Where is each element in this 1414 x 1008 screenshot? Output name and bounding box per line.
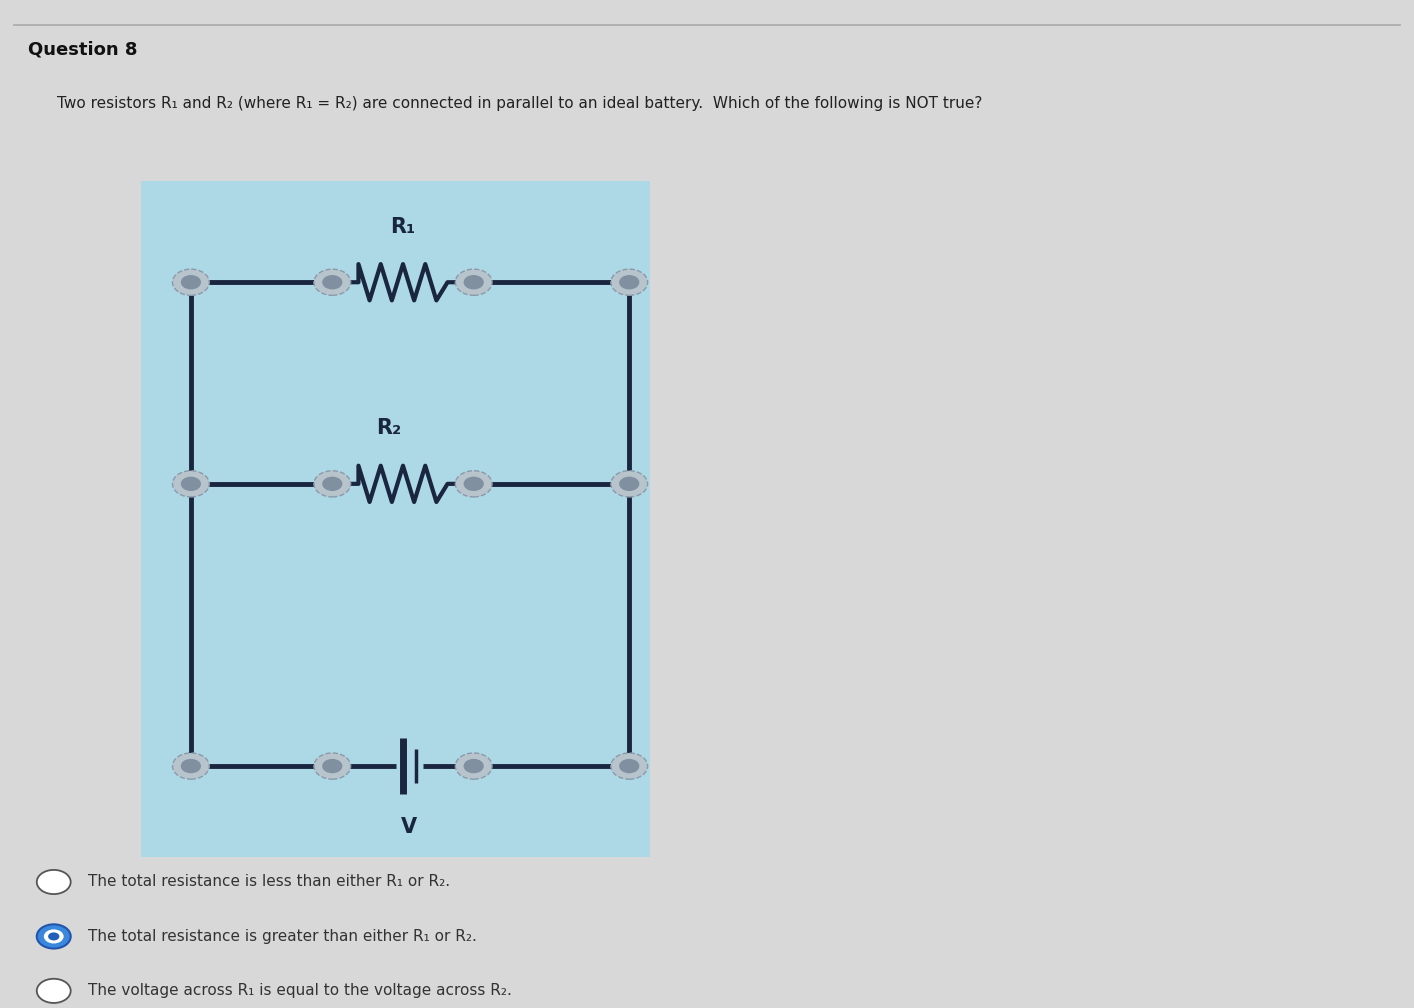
Circle shape: [173, 269, 209, 295]
Circle shape: [37, 924, 71, 949]
Circle shape: [314, 753, 351, 779]
Circle shape: [322, 759, 342, 773]
Circle shape: [181, 759, 201, 773]
Text: The voltage across R₁ is equal to the voltage across R₂.: The voltage across R₁ is equal to the vo…: [88, 984, 512, 998]
Circle shape: [173, 753, 209, 779]
Text: The total resistance is less than either R₁ or R₂.: The total resistance is less than either…: [88, 875, 450, 889]
Text: R₂: R₂: [376, 418, 402, 438]
Circle shape: [464, 477, 484, 491]
Circle shape: [619, 477, 639, 491]
Text: V: V: [402, 816, 417, 837]
FancyBboxPatch shape: [141, 181, 650, 857]
Circle shape: [322, 477, 342, 491]
Circle shape: [611, 753, 648, 779]
Circle shape: [455, 269, 492, 295]
Circle shape: [181, 477, 201, 491]
Circle shape: [464, 275, 484, 289]
Circle shape: [314, 269, 351, 295]
Circle shape: [455, 753, 492, 779]
Circle shape: [314, 471, 351, 497]
Circle shape: [619, 759, 639, 773]
Circle shape: [464, 759, 484, 773]
Circle shape: [322, 275, 342, 289]
Text: Two resistors R₁ and R₂ (where R₁ = R₂) are connected in parallel to an ideal ba: Two resistors R₁ and R₂ (where R₁ = R₂) …: [57, 96, 981, 111]
Circle shape: [44, 929, 64, 943]
Text: R₁: R₁: [390, 217, 416, 237]
Circle shape: [37, 870, 71, 894]
Circle shape: [181, 275, 201, 289]
Text: Question 8: Question 8: [28, 40, 137, 58]
Text: The total resistance is greater than either R₁ or R₂.: The total resistance is greater than eit…: [88, 929, 477, 943]
Circle shape: [455, 471, 492, 497]
Circle shape: [611, 471, 648, 497]
Circle shape: [611, 269, 648, 295]
Circle shape: [619, 275, 639, 289]
Circle shape: [48, 932, 59, 940]
Circle shape: [37, 979, 71, 1003]
Circle shape: [173, 471, 209, 497]
